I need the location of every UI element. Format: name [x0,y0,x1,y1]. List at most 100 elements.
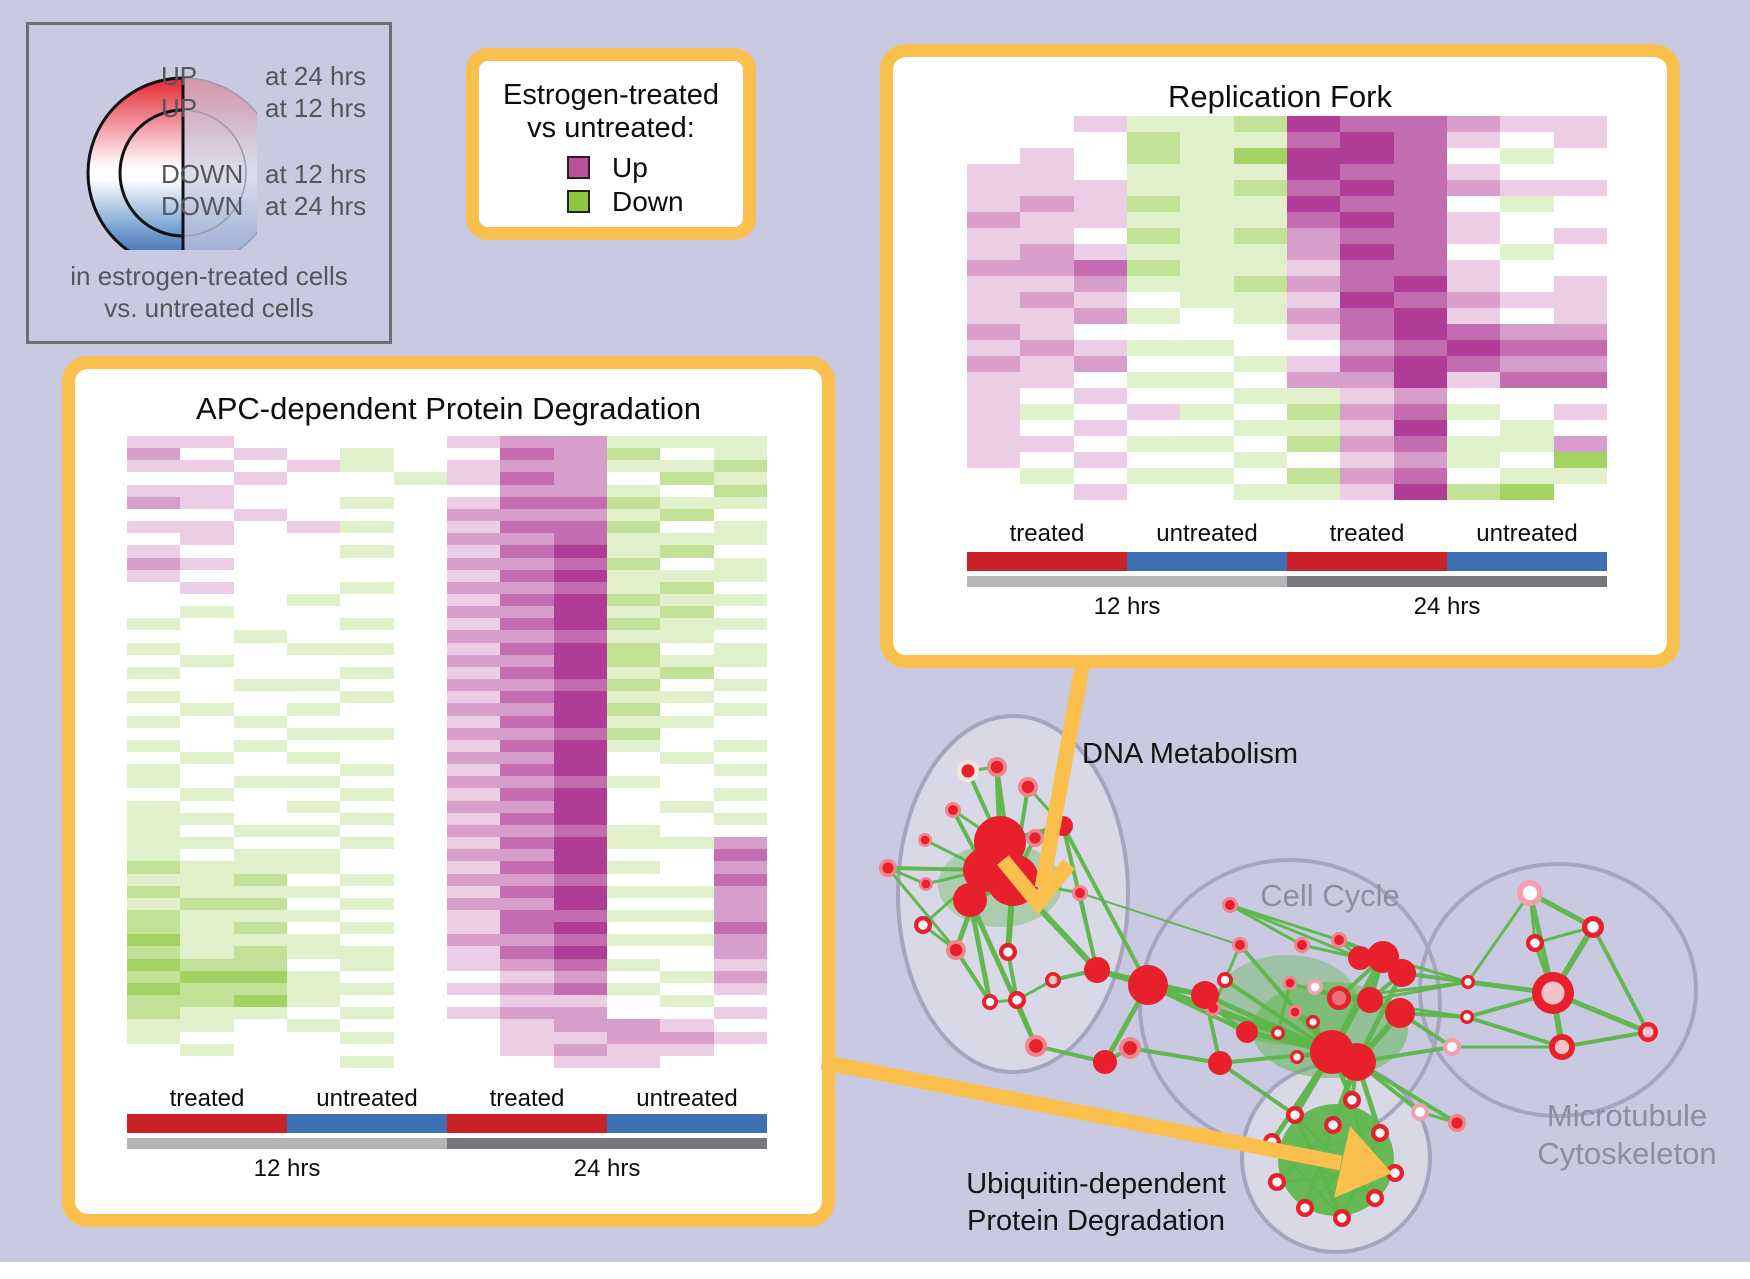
heatmap-cell [660,885,714,898]
heatmap-cell [553,897,607,910]
network-edge [1354,1061,1383,1134]
heatmap-cell [180,569,234,582]
heatmap-cell [1446,164,1501,180]
heatmap-cell [660,1055,714,1068]
heatmap-cell [286,946,341,959]
heatmap-cell [1180,436,1234,452]
network-edge [1096,968,1206,997]
heatmap-cell [1393,452,1447,468]
heatmap-cell [500,691,554,704]
heatmap-cell [1180,244,1234,260]
heatmap-cell [713,521,767,534]
heatmap-cell [180,448,234,461]
network-node [914,916,932,934]
heatmap-cell [446,739,501,752]
heatmap-cell [500,679,554,692]
heatmap-cell [1340,116,1394,132]
heatmap-cell [233,1043,287,1056]
heatmap-cell [393,934,447,947]
heatmap-cell [393,982,447,996]
heatmap-cell [606,448,661,461]
heatmap-cell [500,484,554,497]
heatmap-cell [1446,292,1501,308]
heatmap-cell [553,460,607,473]
heatmap-cell [1340,164,1394,180]
heatmap-cell [553,703,607,716]
network-node [1357,987,1383,1013]
heatmap-cell [1286,308,1341,324]
heatmap-cell [553,727,607,740]
heatmap-cell [660,837,714,850]
heatmap-cell [553,484,607,497]
heatmap-cell [233,581,287,594]
heatmap-cell [967,324,1021,340]
network-edge [1359,954,1384,961]
heatmap-cell [660,849,714,862]
network-edge [1005,879,1016,953]
heatmap-cell [660,460,714,473]
heatmap-cell [286,521,341,534]
heatmap-cell [500,1055,554,1068]
network-edge [1330,1060,1360,1127]
heatmap-cell [553,909,607,923]
network-node-core [1272,1177,1282,1187]
heatmap-cell [967,132,1021,148]
network-node [1271,1026,1285,1040]
heatmap-cell [446,557,501,570]
heatmap-cell [1073,116,1127,132]
heatmap-cell [606,751,661,765]
heatmap-cell [500,1007,554,1020]
heatmap-cell [127,606,181,619]
heatmap-cell [233,922,287,935]
heatmap-cell [1126,244,1181,260]
network-edge [1061,825,1150,986]
network-edge [925,868,986,886]
heatmap-cell [180,460,234,473]
heatmap-cell [393,849,447,862]
direction-label: UP [161,93,198,123]
heatmap-cell [180,715,234,728]
network-node [1008,991,1026,1009]
heatmap-cell [286,861,341,874]
network-edge [1277,1031,1333,1054]
heatmap-cell [660,800,714,813]
network-edge [1223,978,1334,1054]
network-node [1517,880,1543,906]
heatmap-cell [500,593,554,607]
heatmap-cell [340,776,394,789]
network-edge [1147,983,1248,1034]
heatmap-cell [180,630,234,643]
network-edge [1381,955,1404,975]
network-edge [967,765,998,773]
heatmap-cell [660,873,714,886]
heatmap-cell [500,654,554,667]
cluster-label-protein-degradation: Protein Degradation [967,1205,1225,1237]
network-edge [994,766,1003,843]
heatmap-cell [1073,420,1127,436]
network-edge [1356,1045,1453,1064]
network-node [1367,941,1399,973]
heatmap-cell [1340,372,1394,388]
heatmap-cell [127,715,181,728]
heatmap-cell [1286,324,1341,340]
heatmap-cell [553,557,607,570]
network-node [1549,1034,1575,1060]
heatmap-cell [393,764,447,777]
heatmap-cell [606,849,661,862]
heatmap-cell [606,776,661,789]
network-node [1205,1000,1221,1016]
heatmap-cell [127,1055,181,1068]
heatmap-cell [233,642,287,655]
replication-to-dna-arrow [1034,660,1091,890]
heatmap-cell [660,533,714,546]
network-edge [1382,955,1469,984]
heatmap-cell [127,873,181,886]
heatmap-cell [500,788,554,801]
heatmap-cell [127,666,181,680]
heatmap-cell [660,691,714,704]
heatmap-cell [393,727,447,740]
heatmap-cell [967,340,1021,356]
heatmap-cell [127,739,181,752]
heatmap-cell [1553,308,1607,324]
heatmap-cell [340,751,394,765]
